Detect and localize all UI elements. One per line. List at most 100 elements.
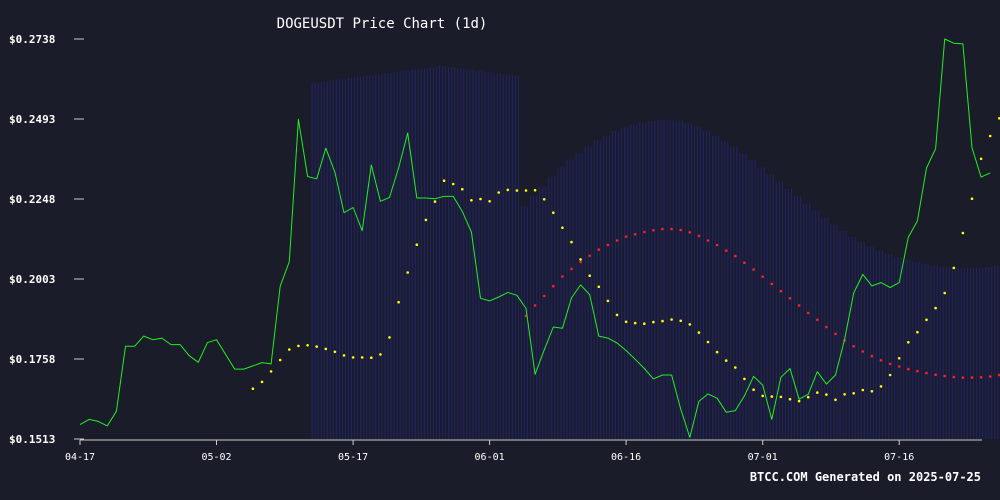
ma-short-point: [351, 356, 355, 359]
ma-short-point: [834, 398, 837, 402]
ma-short-point: [797, 399, 801, 403]
ma-long-point: [579, 260, 582, 264]
ma-short-point: [615, 313, 619, 317]
ma-short-point: [661, 319, 664, 323]
ma-long-point: [724, 249, 728, 252]
ma-short-point: [779, 395, 783, 399]
price-line: [79, 38, 991, 438]
ma-long-point: [761, 275, 764, 279]
ma-long-point: [615, 239, 619, 242]
ma-short-point: [806, 395, 810, 399]
ma-short-point: [697, 331, 701, 334]
ma-long-point: [533, 304, 537, 307]
ma-short-point: [879, 385, 883, 388]
ma-short-point: [397, 300, 400, 304]
ma-long-point: [715, 243, 719, 247]
ma-short-point: [415, 243, 419, 246]
ma-short-point: [488, 200, 491, 203]
ma-short-point: [315, 345, 319, 348]
ma-long-point: [816, 318, 819, 322]
ma-short-point: [943, 291, 946, 295]
ma-long-point: [870, 354, 874, 358]
ma-short-point: [907, 341, 910, 344]
ma-short-point: [524, 189, 528, 192]
ma-short-point: [370, 356, 373, 360]
ma-short-point: [470, 199, 473, 202]
ma-short-point: [597, 285, 601, 289]
ma-long-point: [670, 227, 673, 231]
ma-short-point: [825, 393, 828, 396]
ma-short-point: [770, 395, 774, 398]
ma-short-point: [515, 189, 519, 192]
ma-long-point: [706, 239, 710, 242]
ma-short-point: [624, 320, 628, 324]
y-tick-label: $0.2493: [9, 113, 55, 126]
ma-short-point: [988, 134, 992, 138]
ma-long-point: [679, 228, 682, 232]
ma-short-point: [269, 370, 273, 373]
ma-short-point: [251, 387, 255, 391]
ma-short-point: [670, 318, 673, 321]
ma-short-point: [979, 157, 983, 161]
ma-short-point: [406, 271, 410, 274]
ma-long-point: [979, 376, 983, 379]
y-tick-label: $0.2003: [9, 273, 55, 286]
y-tick-label: $0.1513: [9, 433, 55, 446]
ma-long-point: [907, 367, 910, 371]
ma-short-point: [843, 393, 846, 396]
ma-long-point: [697, 234, 701, 238]
footer-credit: BTCC.COM Generated on 2025-07-25: [750, 470, 981, 484]
ma-short-point: [570, 240, 573, 244]
ma-short-point: [297, 344, 300, 348]
ma-short-point: [442, 179, 446, 182]
ma-short-point: [961, 231, 965, 235]
ma-short-point: [579, 258, 582, 261]
ma-short-point: [424, 218, 428, 222]
ma-short-point: [970, 197, 974, 200]
ma-short-point: [542, 198, 546, 201]
ma-long-point: [852, 345, 855, 348]
ma-short-point: [333, 350, 337, 354]
ma-long-point: [825, 325, 828, 329]
ma-short-point: [451, 182, 455, 186]
ma-short-point: [388, 336, 391, 339]
ma-long-point: [879, 359, 883, 362]
ma-short-point: [715, 350, 719, 354]
ma-long-point: [861, 350, 865, 353]
x-tick-label: 04-17: [65, 452, 95, 463]
ma-short-point: [916, 330, 919, 334]
ma-short-point: [633, 321, 637, 325]
ma-long-point: [797, 304, 801, 307]
ma-short-point: [643, 322, 646, 326]
ma-long-point: [897, 365, 901, 368]
ma-short-point: [588, 274, 591, 278]
ma-long-point: [661, 227, 664, 231]
ma-short-point: [533, 188, 537, 192]
y-axis: $0.2738 $0.2493 $0.2248 $0.2003 $0.1758 $0.15…: [9, 33, 84, 446]
ma-long-point: [743, 261, 746, 265]
ma-short-point: [870, 390, 874, 393]
ma-short-point: [934, 306, 937, 310]
chart-title: DOGEUSDT Price Chart (1d): [277, 16, 488, 32]
ma-long-point: [633, 233, 637, 236]
ma-long-point: [624, 235, 628, 238]
ma-short-point: [461, 187, 464, 191]
ma-long-series: [524, 227, 1000, 379]
y-tick-label: $0.1758: [9, 353, 55, 366]
ma-long-point: [961, 376, 965, 379]
ma-short-point: [861, 388, 865, 392]
ma-short-point: [306, 344, 309, 347]
ma-long-point: [916, 369, 919, 373]
ma-short-point: [278, 358, 282, 362]
ma-short-point: [433, 200, 437, 203]
ma-long-point: [925, 371, 928, 375]
ma-short-point: [552, 211, 555, 214]
ma-short-point: [724, 359, 728, 362]
ma-short-point: [688, 323, 692, 326]
ma-short-point: [679, 319, 682, 323]
x-tick-label: 05-17: [338, 452, 368, 463]
ma-short-point: [752, 388, 755, 392]
ma-long-point: [943, 374, 946, 378]
ma-long-point: [970, 376, 974, 379]
